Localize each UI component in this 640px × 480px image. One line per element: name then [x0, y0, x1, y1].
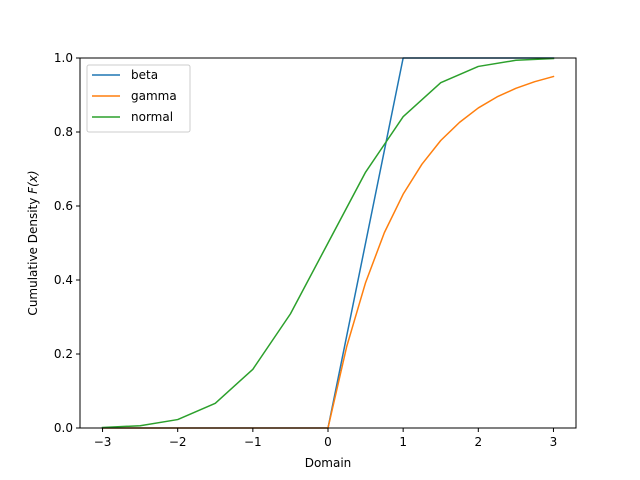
series-line-gamma: [101, 75, 555, 429]
y-axis-label: Cumulative Density F(x): [26, 170, 40, 315]
y-tick-label: 0.0: [54, 421, 73, 435]
y-tick-label: 0.8: [54, 125, 73, 139]
y-axis-label-math: F(x): [26, 170, 40, 193]
x-tick-label: 3: [550, 435, 558, 449]
series-line-normal: [101, 57, 555, 429]
x-tick-label: 0: [324, 435, 332, 449]
x-tick-label: −3: [94, 435, 112, 449]
legend-box: [86, 64, 191, 133]
x-axis: −3 −2 −1 0 1 2 3: [94, 428, 558, 449]
legend: beta gamma normal: [86, 64, 191, 133]
x-tick-label: 2: [474, 435, 482, 449]
x-tick-label: −1: [244, 435, 262, 449]
legend-label-beta: beta: [131, 68, 158, 82]
y-tick-label: 1.0: [54, 51, 73, 65]
x-tick-label: 1: [399, 435, 407, 449]
y-tick-label: 0.4: [54, 273, 73, 287]
y-axis: 0.0 0.2 0.4 0.6 0.8 1.0: [54, 51, 80, 435]
y-tick-label: 0.2: [54, 347, 73, 361]
legend-entries: beta gamma normal: [92, 68, 177, 124]
x-axis-label: Domain: [305, 456, 352, 470]
legend-label-gamma: gamma: [131, 89, 177, 103]
y-tick-label: 0.6: [54, 199, 73, 213]
x-tick-label: −2: [169, 435, 187, 449]
legend-label-normal: normal: [131, 110, 173, 124]
y-axis-label-prefix: Cumulative Density: [26, 194, 40, 316]
